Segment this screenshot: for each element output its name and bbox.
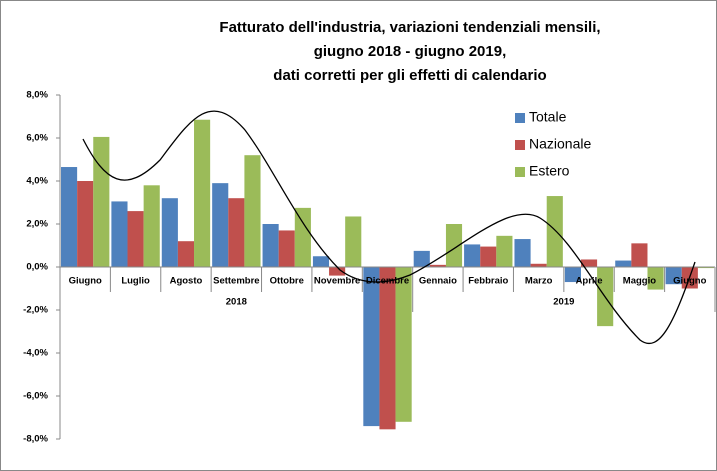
y-tick-label: -4,0% (23, 348, 48, 359)
bar (615, 260, 632, 267)
y-tick-label: 4,0% (26, 176, 48, 187)
chart-title: Fatturato dell'industria, variazioni ten… (219, 19, 600, 36)
bar (127, 211, 144, 267)
bar (143, 185, 160, 267)
bar (665, 267, 682, 285)
bar (413, 250, 430, 267)
y-tick-label: 8,0% (26, 90, 48, 101)
bar (93, 136, 110, 267)
x-tick-label: Agosto (170, 276, 203, 287)
legend-swatch (515, 113, 525, 123)
chart-title: giugno 2018 - giugno 2019, (314, 43, 507, 60)
bar (244, 155, 261, 267)
x-tick-label: Ottobre (270, 276, 304, 287)
x-tick-label: Giugno (69, 276, 102, 287)
x-tick-label: Maggio (623, 276, 656, 287)
x-tick-label: Gennaio (419, 276, 457, 287)
x-tick-label: Settembre (213, 276, 259, 287)
bar (429, 264, 446, 267)
y-tick-label: -8,0% (23, 434, 48, 445)
x-tick-label: Giugno (673, 276, 706, 287)
bar (212, 183, 229, 267)
trend-line (82, 110, 696, 345)
legend-label: Estero (529, 163, 570, 179)
bar (177, 241, 195, 267)
bar (697, 267, 714, 269)
bar (228, 198, 245, 267)
bar (379, 267, 396, 430)
bar (363, 267, 380, 427)
y-tick-label: 6,0% (26, 133, 48, 144)
bar (580, 259, 598, 267)
plot: -8,0% -6,0% -4,0% -2,0% 0,0% 2,0% 4,0% 6,0% 8,0%… (23, 90, 716, 445)
bar (262, 224, 279, 267)
bar (194, 119, 211, 267)
bar (312, 256, 330, 267)
bar (647, 267, 664, 290)
bar (496, 235, 513, 267)
x-tick-label: Febbraio (468, 276, 508, 287)
y-tick-label: -2,0% (23, 305, 48, 316)
chart-title: dati corretti per gli effetti di calenda… (273, 67, 546, 84)
legend-label: Nazionale (529, 136, 591, 152)
y-tick-label: 0,0% (26, 262, 48, 273)
bar (530, 263, 547, 267)
bar (294, 207, 311, 267)
x-tick-label: Novembre (314, 276, 360, 287)
bar (77, 181, 94, 267)
bar (546, 196, 563, 267)
group-label: 2019 (553, 297, 574, 308)
bar (445, 224, 463, 267)
bar (345, 216, 362, 267)
bar (464, 244, 481, 267)
bar (278, 230, 295, 267)
bar (480, 246, 497, 267)
y-tick-label: -6,0% (23, 391, 48, 402)
group-label: 2018 (226, 297, 247, 308)
bar (631, 243, 648, 267)
legend-label: Totale (529, 109, 567, 125)
y-tick-label: 2,0% (26, 219, 48, 230)
bar (564, 267, 581, 283)
x-tick-label: Luglio (121, 276, 150, 287)
bar (111, 201, 128, 267)
legend-swatch (515, 140, 525, 150)
x-tick-label: Aprile (576, 276, 603, 287)
legend-swatch (515, 167, 525, 177)
bar (61, 167, 78, 267)
bar (329, 267, 346, 276)
bar (514, 239, 531, 267)
x-tick-label: Marzo (525, 276, 553, 287)
bar (161, 198, 178, 267)
bar (395, 267, 412, 422)
